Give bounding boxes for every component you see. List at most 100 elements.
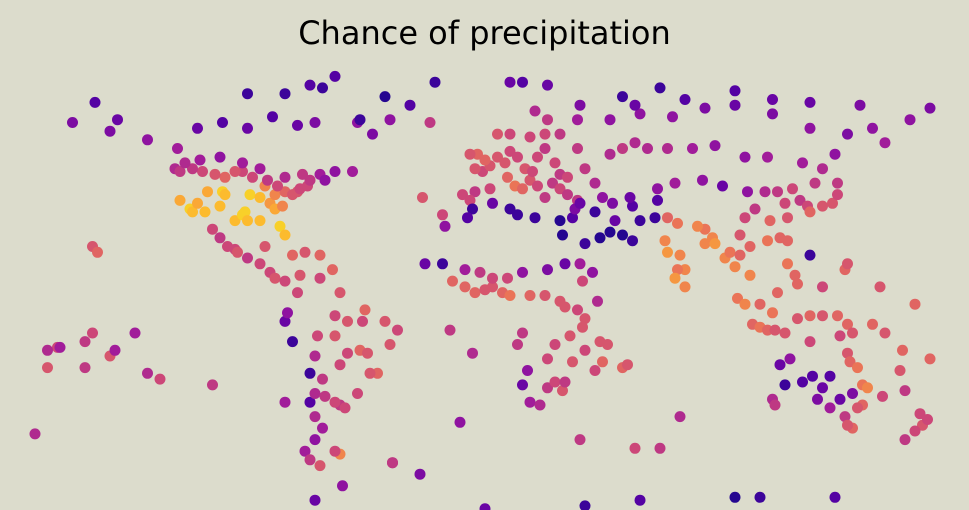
data-point	[342, 347, 353, 359]
data-point	[187, 163, 198, 175]
data-point	[914, 408, 926, 420]
data-point	[269, 272, 281, 284]
data-point	[899, 434, 911, 446]
data-point	[542, 114, 553, 126]
data-point	[549, 157, 561, 169]
data-point	[254, 215, 266, 227]
data-point	[782, 235, 793, 247]
data-point	[279, 229, 291, 241]
data-point	[269, 189, 281, 201]
data-point	[904, 114, 916, 126]
data-point	[214, 232, 226, 244]
data-point	[492, 151, 503, 163]
data-point	[174, 166, 186, 177]
data-point	[724, 246, 736, 258]
data-point	[314, 460, 326, 472]
data-point	[314, 272, 326, 284]
data-point	[817, 310, 828, 322]
data-point	[512, 151, 523, 163]
data-point	[847, 327, 858, 339]
data-point	[877, 390, 888, 402]
data-point	[487, 197, 498, 209]
data-point	[504, 145, 516, 157]
data-point	[92, 246, 103, 258]
data-point	[842, 318, 853, 330]
data-point	[424, 117, 436, 128]
data-point	[577, 321, 588, 333]
data-point	[357, 315, 368, 327]
data-point	[817, 200, 828, 212]
data-point	[109, 344, 121, 356]
data-point	[529, 105, 541, 117]
data-point	[667, 111, 678, 123]
data-point	[287, 336, 298, 348]
data-point	[529, 212, 541, 224]
data-point	[839, 411, 851, 423]
data-point	[739, 212, 751, 224]
data-point	[577, 275, 588, 287]
data-point	[624, 192, 636, 203]
data-point	[899, 385, 911, 397]
data-point	[502, 272, 513, 284]
data-point	[817, 281, 828, 293]
data-point	[759, 186, 771, 198]
data-point	[579, 238, 591, 250]
data-point	[567, 212, 578, 224]
data-point	[354, 114, 366, 126]
data-point	[524, 131, 536, 143]
chart-title: Chance of precipitation	[298, 14, 671, 52]
data-point	[789, 269, 801, 281]
data-point	[634, 215, 646, 227]
data-point	[579, 344, 591, 356]
data-point	[804, 249, 816, 261]
data-point	[762, 235, 773, 247]
data-point	[729, 491, 741, 503]
data-point	[174, 194, 186, 206]
data-point	[104, 125, 116, 137]
data-point	[304, 367, 316, 379]
data-point	[617, 229, 628, 241]
data-point	[842, 258, 853, 270]
data-point	[579, 500, 591, 510]
data-point	[847, 388, 858, 399]
data-point	[329, 396, 341, 408]
data-point	[229, 166, 241, 177]
data-point	[797, 376, 808, 388]
data-point	[522, 365, 533, 376]
data-point	[417, 192, 428, 203]
data-point	[574, 197, 586, 209]
data-point	[309, 350, 321, 362]
data-point	[854, 99, 866, 111]
data-point	[594, 232, 606, 244]
data-point	[309, 434, 321, 446]
data-point	[254, 258, 266, 270]
data-point	[504, 76, 516, 88]
data-point	[627, 200, 638, 212]
data-point	[542, 264, 553, 276]
data-point	[192, 122, 203, 134]
data-point	[764, 215, 776, 227]
data-point	[604, 114, 616, 126]
data-point	[567, 356, 578, 368]
data-point	[782, 212, 793, 224]
data-point	[834, 393, 846, 405]
data-point	[414, 468, 426, 480]
data-point	[479, 503, 491, 510]
data-point	[384, 339, 396, 350]
data-point	[367, 128, 378, 140]
data-point	[287, 249, 298, 261]
data-point	[274, 220, 286, 232]
data-point	[267, 111, 278, 123]
data-point	[729, 85, 741, 97]
data-point	[209, 168, 221, 180]
data-point	[539, 290, 551, 301]
data-point	[784, 353, 796, 365]
data-point	[867, 122, 878, 134]
data-point	[459, 264, 471, 276]
data-point	[744, 269, 756, 281]
data-point	[579, 313, 591, 325]
data-point	[142, 367, 153, 379]
data-point	[517, 183, 528, 195]
data-point	[729, 261, 741, 273]
